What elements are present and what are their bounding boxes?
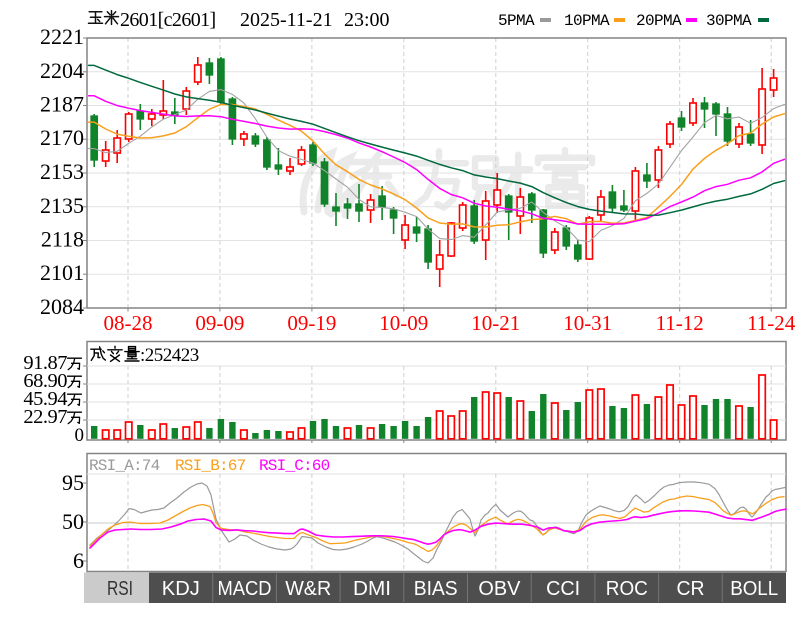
svg-text:2187: 2187 xyxy=(40,92,84,117)
svg-text:11-12: 11-12 xyxy=(656,311,704,335)
svg-text:2221: 2221 xyxy=(40,24,84,49)
svg-text:22.97: 22.97 xyxy=(23,406,67,428)
svg-text:23:00: 23:00 xyxy=(344,9,390,31)
svg-text:KDJ: KDJ xyxy=(162,578,200,600)
svg-text:RSI_C:60: RSI_C:60 xyxy=(259,457,330,475)
svg-text:50: 50 xyxy=(62,509,84,534)
svg-text:CR: CR xyxy=(677,578,705,600)
svg-text::252423: :252423 xyxy=(140,345,199,366)
svg-text:45.94: 45.94 xyxy=(23,388,67,410)
svg-text:2118: 2118 xyxy=(41,227,84,252)
svg-text:2135: 2135 xyxy=(40,193,84,218)
svg-text:BIAS: BIAS xyxy=(414,578,458,600)
svg-text:10-09: 10-09 xyxy=(379,311,428,335)
svg-text:ROC: ROC xyxy=(606,578,648,600)
svg-text:09-19: 09-19 xyxy=(287,311,336,335)
svg-text:RSI_B:67: RSI_B:67 xyxy=(175,457,246,475)
svg-text:10-21: 10-21 xyxy=(471,311,520,335)
svg-text:CCI: CCI xyxy=(546,578,580,600)
svg-text:2601[c2601]: 2601[c2601] xyxy=(120,9,216,31)
svg-text:BOLL: BOLL xyxy=(730,578,778,600)
svg-text:30PMA: 30PMA xyxy=(706,12,752,30)
svg-text:68.90: 68.90 xyxy=(23,370,67,392)
svg-text:MACD: MACD xyxy=(218,578,272,600)
svg-text:6: 6 xyxy=(73,548,84,573)
svg-text:2101: 2101 xyxy=(40,260,84,285)
svg-text:DMI: DMI xyxy=(353,578,391,600)
svg-text:09-09: 09-09 xyxy=(195,311,244,335)
svg-text:2153: 2153 xyxy=(40,159,84,184)
svg-text:W&R: W&R xyxy=(285,578,331,600)
svg-text:OBV: OBV xyxy=(478,578,521,600)
svg-text:2170: 2170 xyxy=(40,125,84,150)
svg-text:2084: 2084 xyxy=(40,294,84,319)
svg-text:0: 0 xyxy=(75,425,85,446)
svg-text:RSI: RSI xyxy=(107,578,133,600)
svg-text:5PMA: 5PMA xyxy=(498,12,535,30)
svg-text:2204: 2204 xyxy=(40,58,84,83)
svg-text:91.87: 91.87 xyxy=(23,352,67,374)
svg-text:10PMA: 10PMA xyxy=(564,12,610,30)
svg-text:08-28: 08-28 xyxy=(104,311,153,335)
svg-text:20PMA: 20PMA xyxy=(636,12,682,30)
svg-text:11-24: 11-24 xyxy=(747,311,796,335)
svg-text:RSI_A:74: RSI_A:74 xyxy=(89,457,160,475)
svg-text:2025-11-21: 2025-11-21 xyxy=(240,9,333,31)
svg-text:10-31: 10-31 xyxy=(563,311,612,335)
svg-text:95: 95 xyxy=(62,470,84,495)
